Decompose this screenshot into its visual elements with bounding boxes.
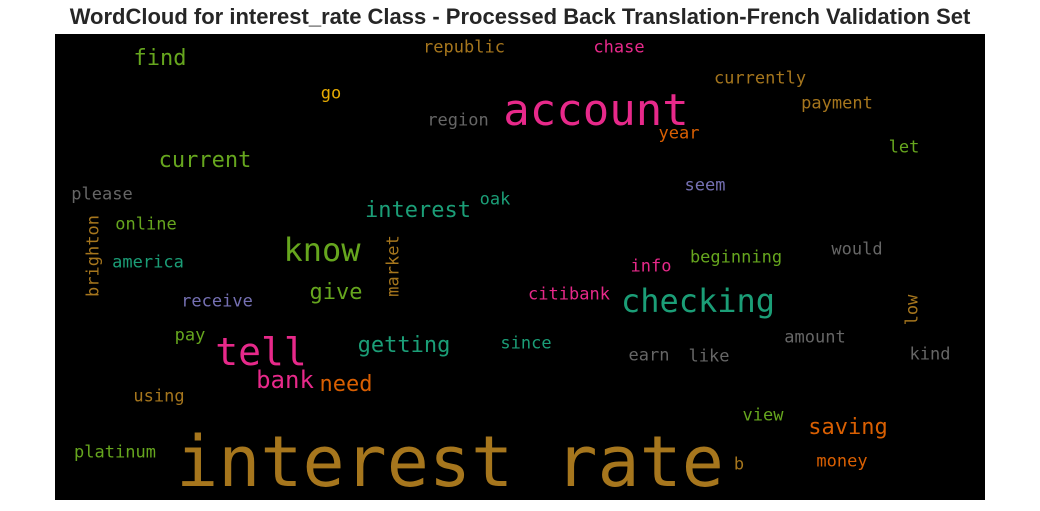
word-using: using (133, 386, 185, 407)
word-kind: kind (909, 344, 951, 365)
word-interest: interest (365, 198, 471, 223)
word-platinum: platinum (74, 442, 156, 463)
word-since: since (500, 333, 552, 354)
word-america: america (112, 252, 184, 273)
word-saving: saving (808, 415, 888, 440)
word-know: know (283, 231, 361, 269)
word-money: money (816, 451, 868, 472)
word-citibank: citibank (528, 284, 610, 305)
word-current: current (158, 148, 252, 173)
word-tell: tell (215, 330, 307, 374)
word-account: account (503, 85, 689, 136)
word-currently: currently (713, 68, 807, 89)
word-beginning: beginning (689, 247, 783, 268)
word-info: info (630, 256, 672, 277)
word-give: give (309, 280, 363, 305)
word-online: online (115, 214, 177, 235)
word-region: region (427, 110, 489, 131)
chart-title: WordCloud for interest_rate Class - Proc… (69, 4, 971, 29)
word-market: market (383, 235, 404, 297)
word-seem: seem (684, 175, 726, 196)
word-like: like (688, 346, 730, 367)
word-chase: chase (593, 37, 645, 58)
word-payment: payment (801, 93, 873, 114)
word-amount: amount (784, 327, 846, 348)
word-b: b (733, 454, 745, 475)
word-would: would (831, 239, 883, 260)
word-need: need (319, 372, 373, 397)
word-year: year (658, 123, 700, 144)
word-please: please (71, 184, 133, 205)
word-getting: getting (357, 333, 451, 358)
word-go: go (320, 83, 342, 104)
word-receive: receive (181, 291, 253, 312)
word-view: view (742, 405, 784, 426)
word-checking: checking (620, 282, 776, 320)
word-earn: earn (628, 345, 670, 366)
word-find: find (133, 46, 187, 71)
word-interest-rate: interest rate (176, 421, 724, 503)
word-low: low (902, 294, 923, 326)
word-bank: bank (256, 366, 314, 394)
word-pay: pay (174, 325, 206, 346)
word-republic: republic (423, 37, 505, 58)
word-let: let (888, 137, 920, 158)
wordcloud-canvas: interest rate account checking tell know bank… (55, 34, 985, 500)
word-brighton: brighton (83, 215, 104, 297)
word-oak: oak (479, 189, 511, 210)
